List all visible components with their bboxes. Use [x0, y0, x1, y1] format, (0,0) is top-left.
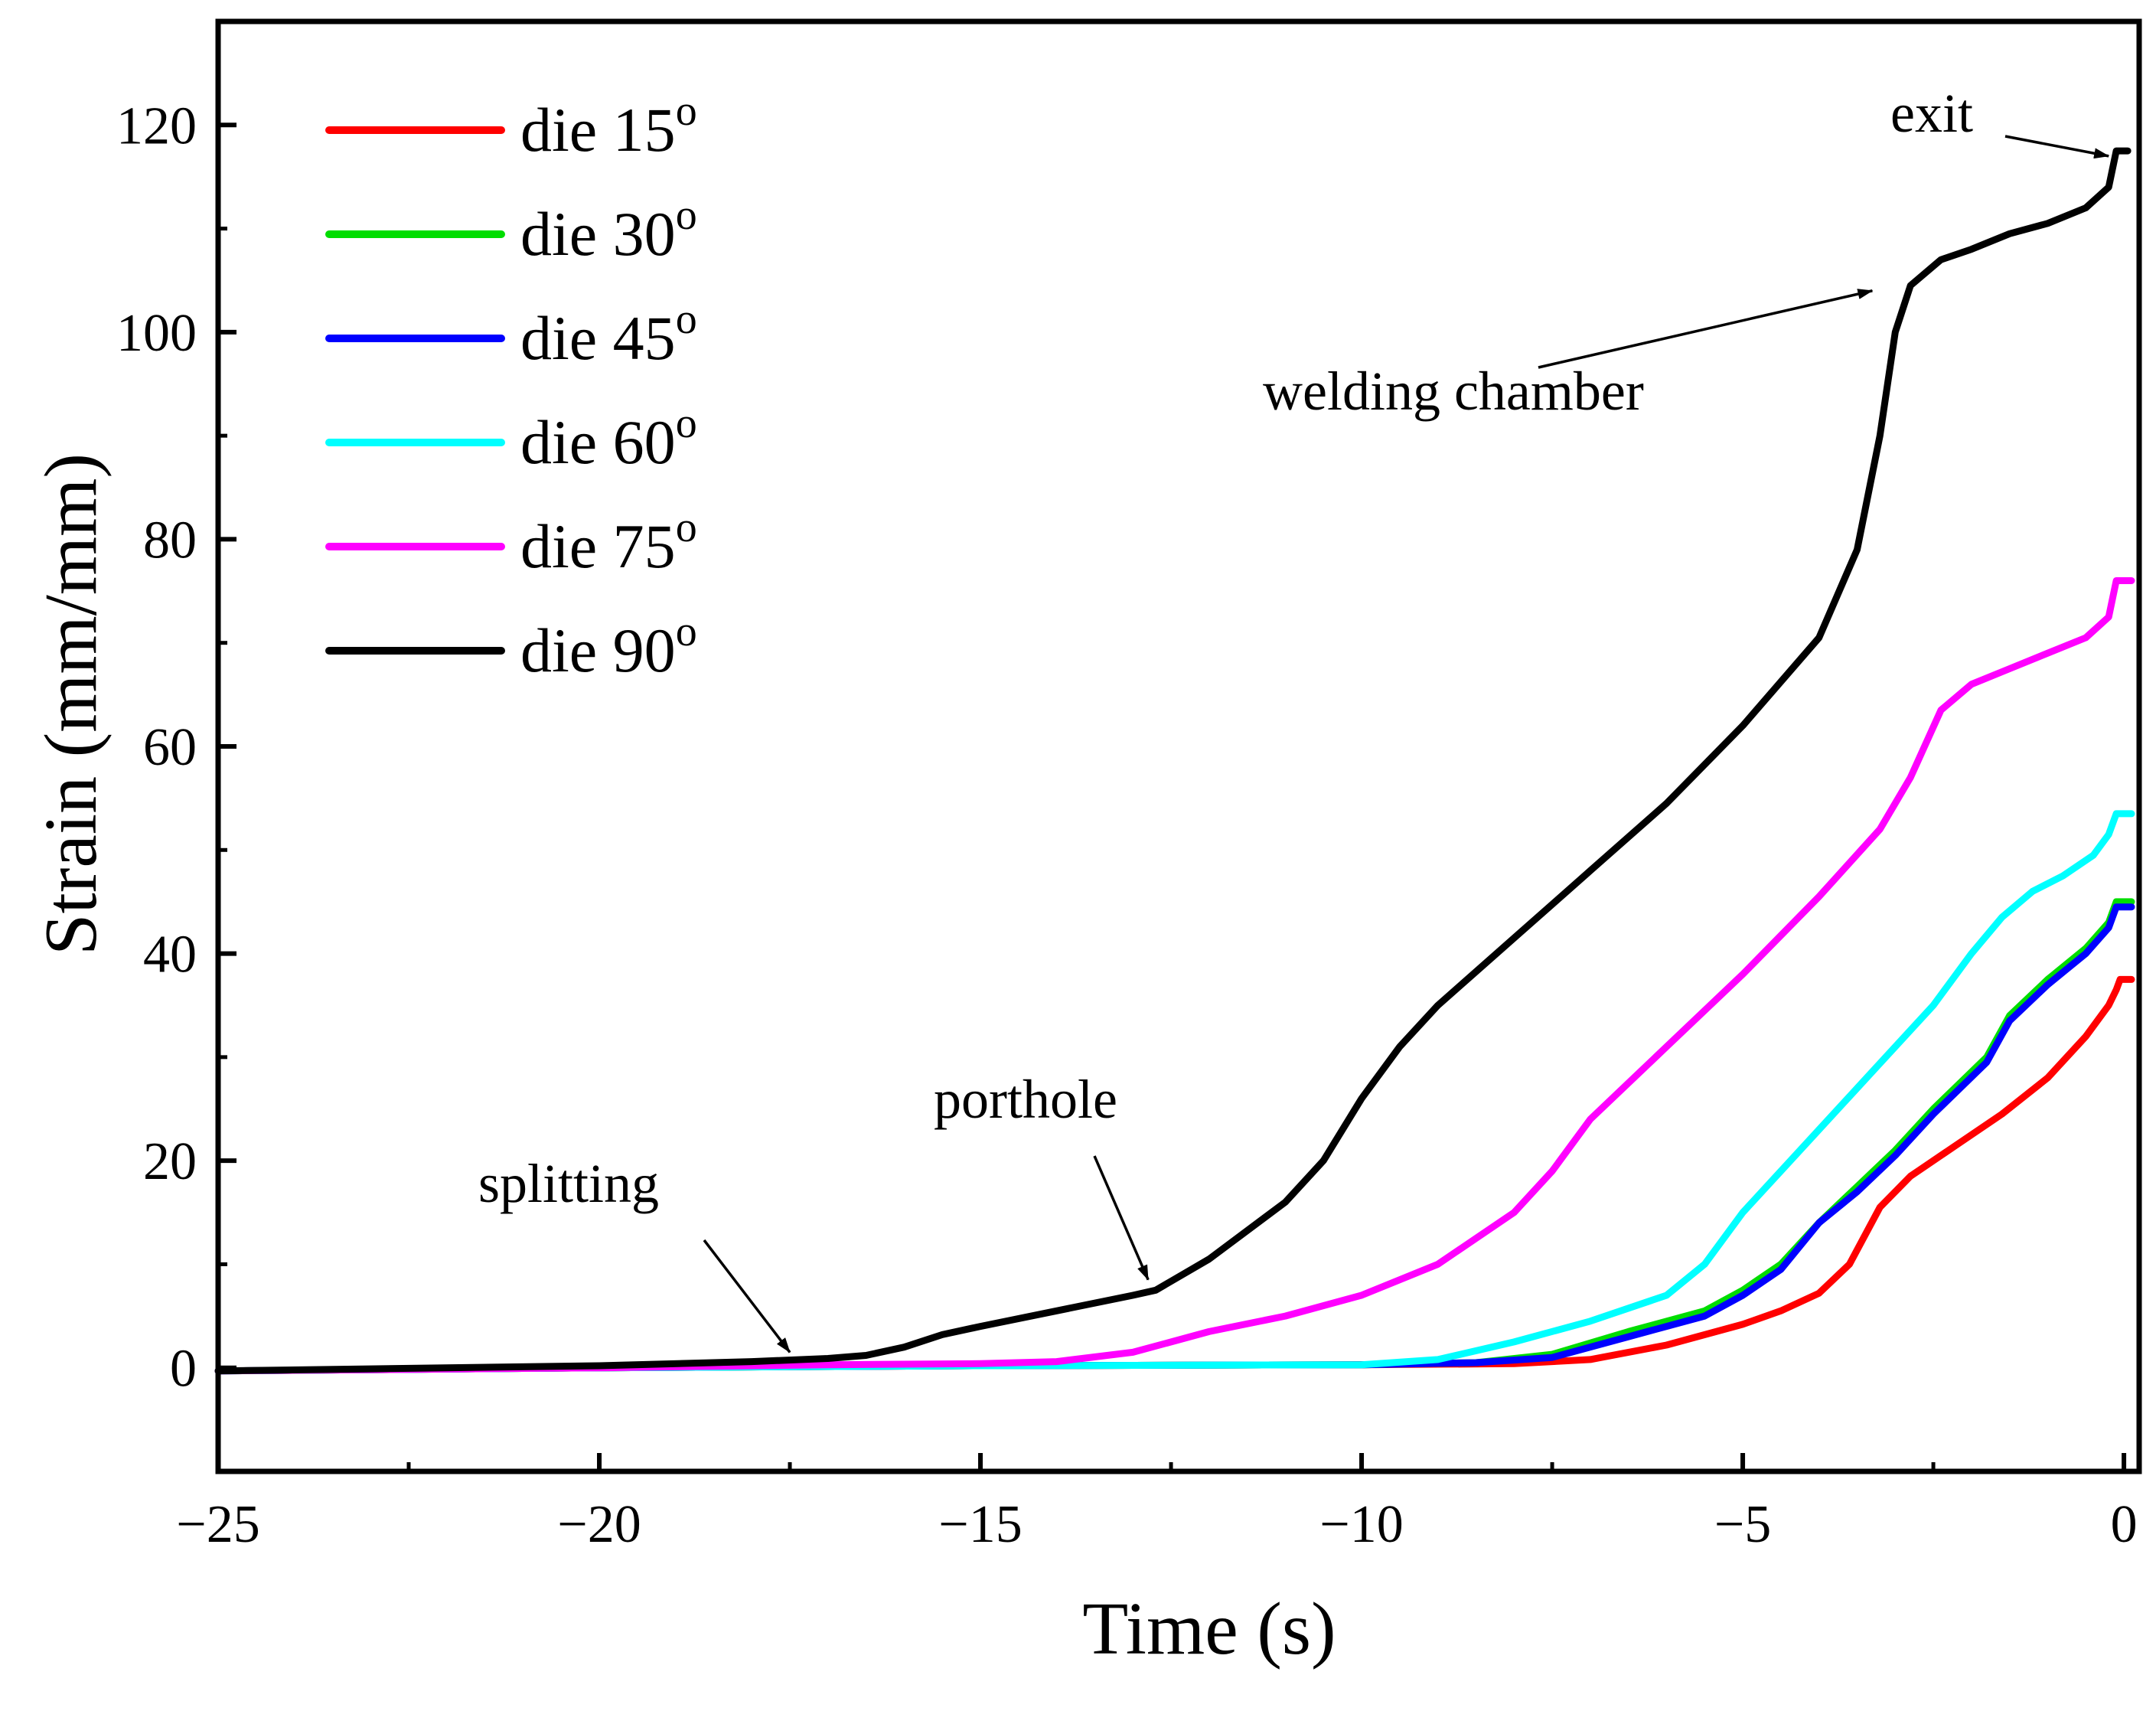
y-tick-label: 60	[143, 718, 197, 777]
annotation-arrow-porthole	[1093, 1155, 1150, 1281]
legend-degree-superscript: o	[676, 296, 697, 343]
annotation-porthole: porthole	[934, 1069, 1117, 1130]
y-tick-label: 0	[170, 1340, 197, 1399]
legend-label: die 45o	[520, 296, 697, 373]
series-line-die-90	[214, 147, 2132, 1375]
x-axis-title: Time (s)	[1082, 1588, 1336, 1670]
y-axis-ticks: 0 20 40 60 80 100 120	[116, 96, 236, 1399]
series-line-die-30	[214, 898, 2135, 1375]
series-line-die-60	[214, 810, 2135, 1375]
annotation-arrow-welding-chamber	[1538, 289, 1874, 369]
annotation-welding-chamber: welding chamber	[1263, 361, 1644, 422]
x-tick-label: −15	[938, 1495, 1022, 1554]
series-line-die-45	[214, 903, 2135, 1375]
legend-label: die 15o	[520, 87, 697, 165]
y-tick-label: 80	[143, 511, 197, 570]
x-axis-ticks: −25 −20 −15 −10 −5 0	[176, 1453, 2138, 1554]
y-tick-label: 120	[116, 96, 197, 155]
legend-label: die 30o	[520, 191, 697, 269]
x-tick-label: 0	[2111, 1495, 2138, 1554]
legend-degree-superscript: o	[676, 400, 697, 447]
legend-degree-superscript: o	[676, 504, 697, 551]
y-tick-label: 100	[116, 304, 197, 363]
legend-label: die 75o	[520, 504, 697, 581]
annotation-arrow-exit	[2004, 135, 2110, 159]
x-tick-label: −10	[1319, 1495, 1403, 1554]
plot-frame	[215, 18, 2142, 1474]
annotation-arrow-splitting	[703, 1239, 791, 1353]
y-tick-label: 40	[143, 926, 197, 984]
x-tick-label: −5	[1714, 1495, 1771, 1554]
plot-series	[214, 147, 2135, 1375]
legend-degree-superscript: o	[676, 608, 697, 655]
y-axis-title: Strain (mm/mm)	[30, 453, 113, 955]
annotations: splitting porthole welding chamber exit	[478, 83, 2110, 1353]
y-tick-label: 20	[143, 1132, 197, 1191]
legend-degree-superscript: o	[676, 87, 697, 135]
legend-label: die 60o	[520, 400, 697, 477]
annotation-splitting: splitting	[478, 1153, 659, 1214]
annotation-exit: exit	[1890, 83, 1973, 144]
x-tick-label: −25	[176, 1495, 259, 1554]
legend: die 15o die 30o die 45o die 60o die 75o die 9…	[325, 87, 697, 685]
legend-degree-superscript: o	[676, 191, 697, 239]
x-tick-label: −20	[557, 1495, 641, 1554]
series-line-die-75	[214, 577, 2135, 1375]
legend-label: die 90o	[520, 608, 697, 685]
